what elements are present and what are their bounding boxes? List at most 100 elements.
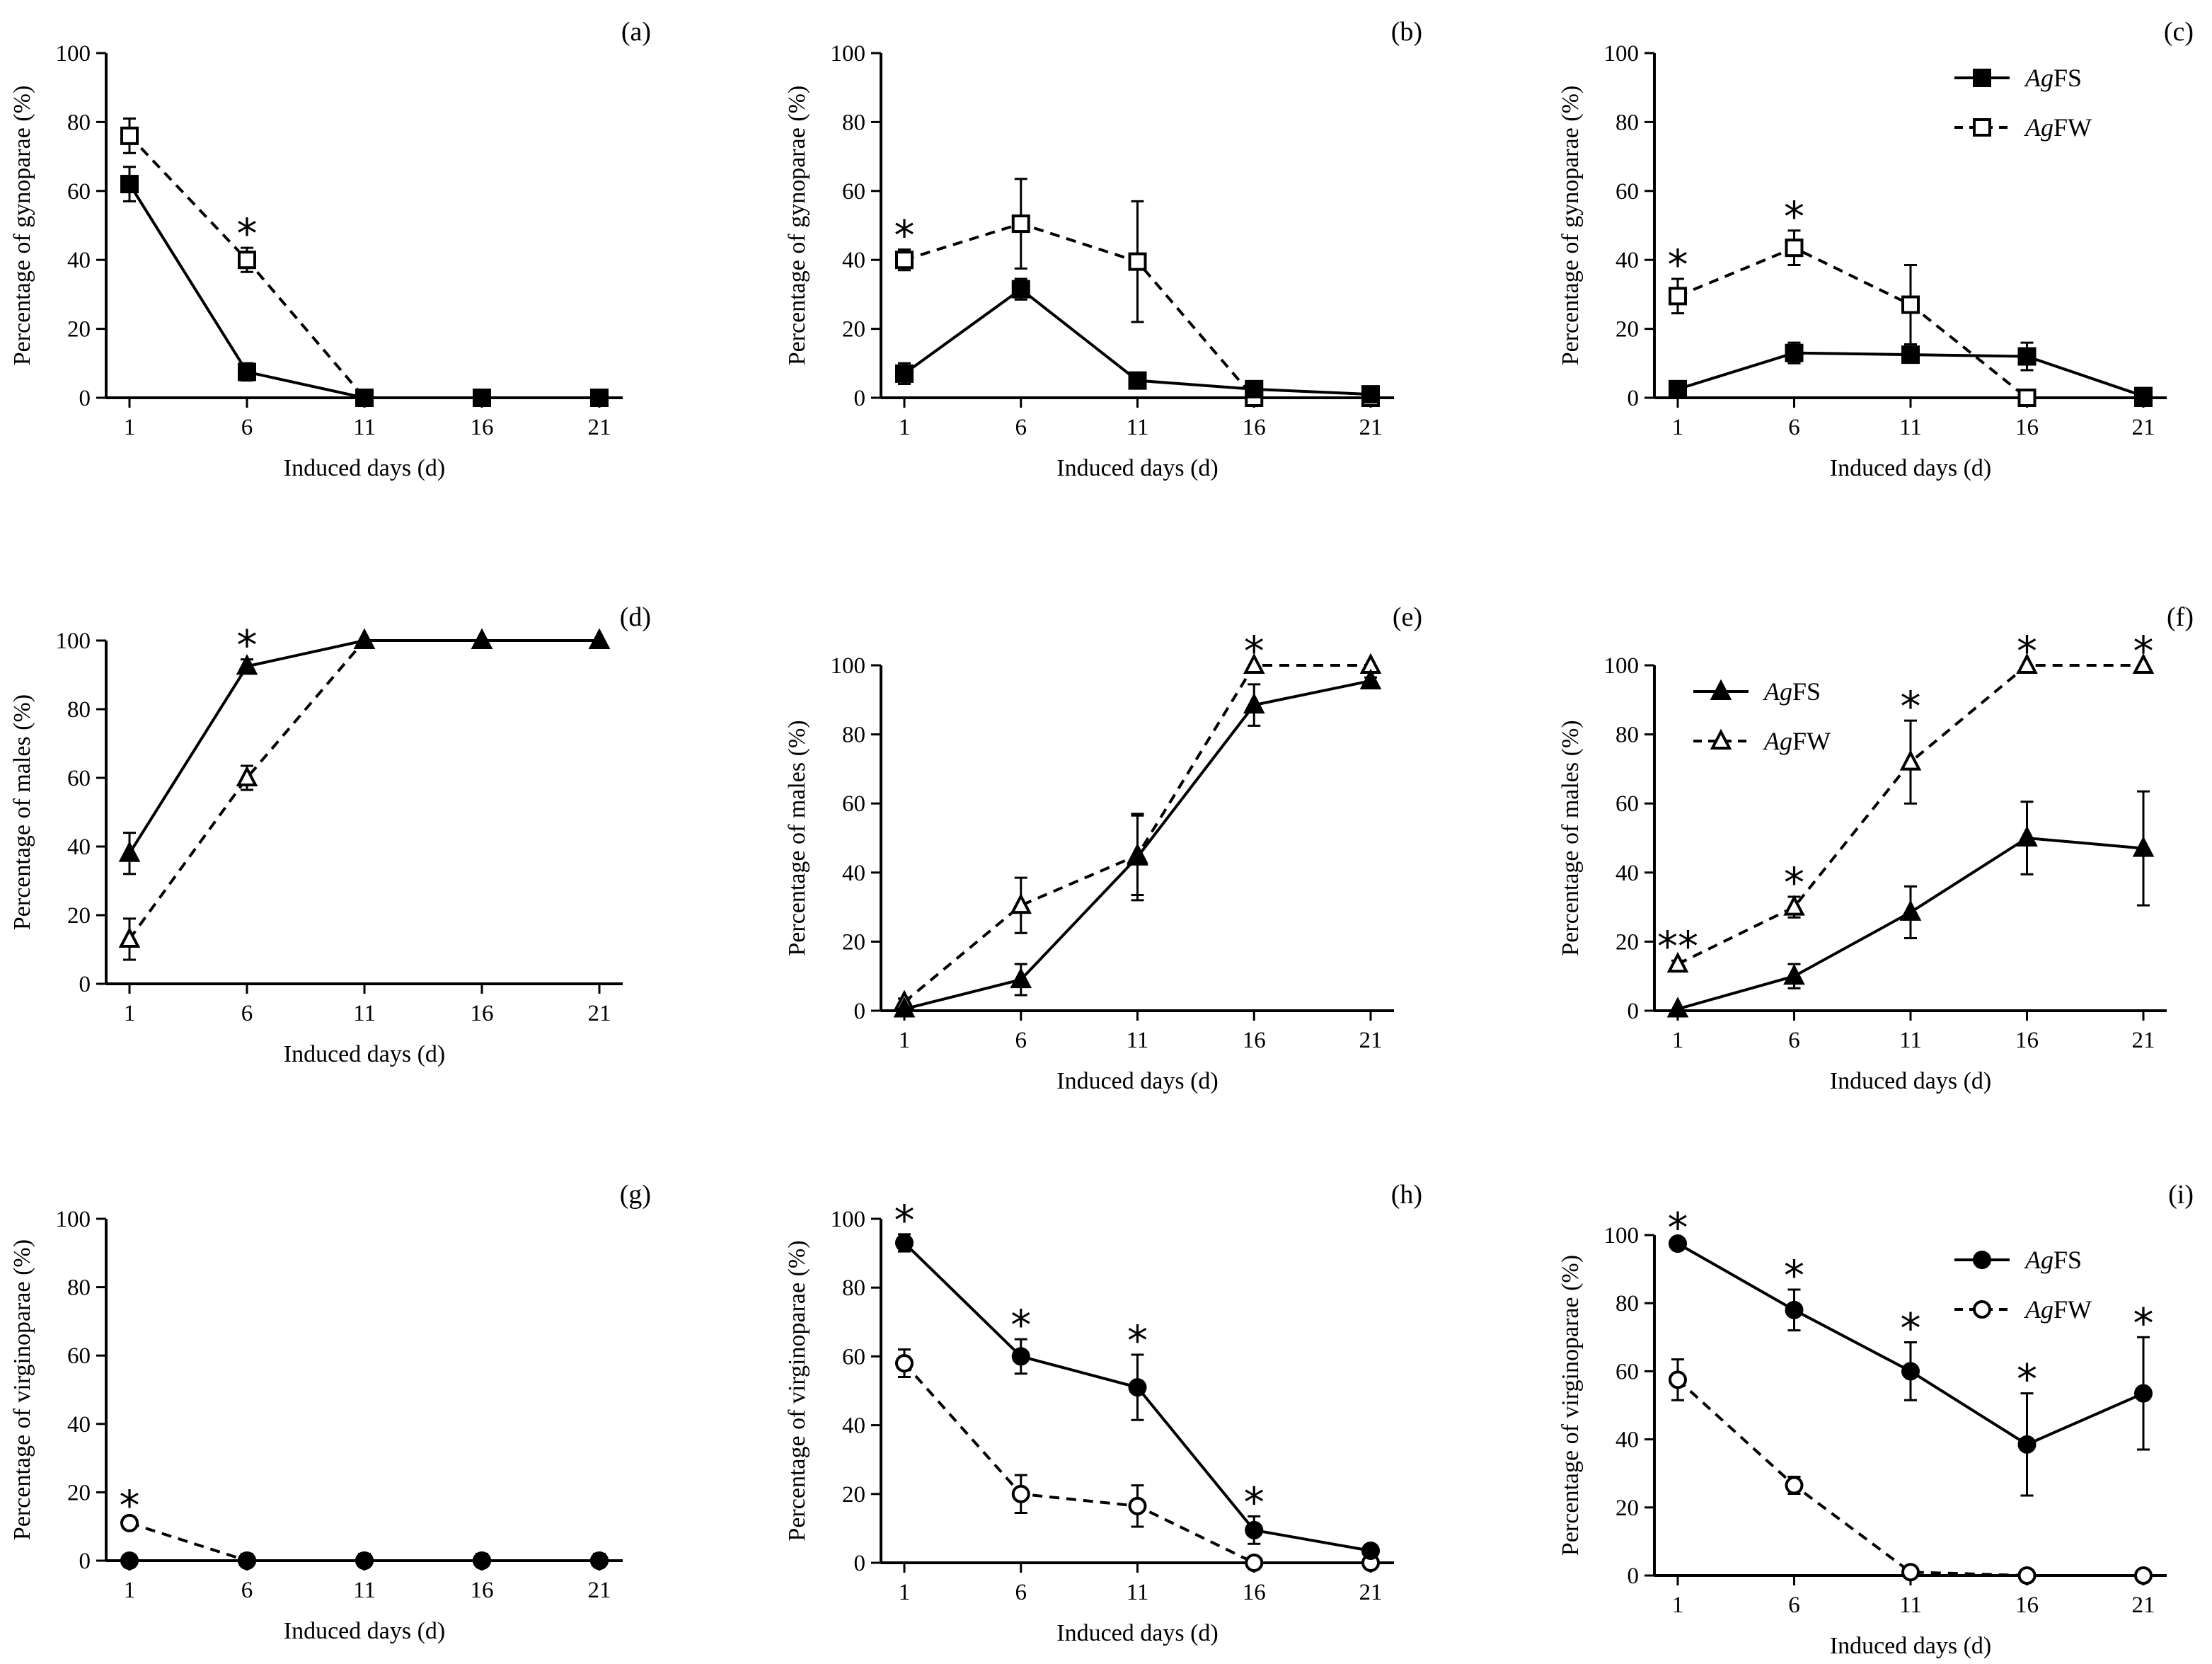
significance-marker: ** bbox=[1657, 922, 1698, 970]
y-tick-label: 20 bbox=[67, 903, 91, 929]
data-point-AgFW bbox=[1128, 1496, 1147, 1515]
y-tick-label: 20 bbox=[842, 317, 865, 343]
data-point-AgFS bbox=[1011, 1347, 1030, 1366]
x-tick-label: 11 bbox=[1899, 1028, 1922, 1053]
data-point-AgFW bbox=[2134, 1566, 2153, 1585]
data-point-AgFS bbox=[1127, 844, 1148, 866]
y-tick-label: 0 bbox=[79, 386, 91, 411]
y-tick-label: 80 bbox=[1615, 1291, 1639, 1316]
y-axis-title: Percentage of males (%) bbox=[784, 720, 810, 956]
y-axis-title: Percentage of males (%) bbox=[9, 694, 35, 930]
data-point-AgFW bbox=[238, 251, 256, 270]
y-tick-label: 60 bbox=[842, 791, 865, 817]
series-line-AgFW bbox=[1676, 1378, 2143, 1577]
y-tick-label: 60 bbox=[67, 766, 91, 791]
data-point-AgFS bbox=[1899, 900, 1922, 921]
significance-marker: * bbox=[1127, 1316, 1148, 1365]
significance-marker: * bbox=[894, 212, 915, 260]
x-tick-label: 6 bbox=[1015, 1580, 1027, 1605]
data-point-AgFS bbox=[1245, 379, 1264, 398]
significance-marker: * bbox=[237, 210, 258, 258]
data-point-AgFS bbox=[2132, 836, 2155, 857]
x-axis-title: Induced days (d) bbox=[1056, 1620, 1218, 1646]
data-point-AgFS bbox=[118, 841, 141, 862]
data-point-AgFS bbox=[238, 1551, 256, 1570]
y-tick-label: 80 bbox=[842, 723, 865, 748]
significance-marker: * bbox=[1668, 1204, 1688, 1252]
legend-label-AgFS: AgFS bbox=[2024, 64, 2082, 92]
legend-marker bbox=[1710, 728, 1732, 750]
data-point-AgFW bbox=[118, 926, 141, 948]
panel-label: (e) bbox=[1393, 602, 1422, 632]
data-point-AgFS bbox=[1785, 343, 1804, 362]
y-tick-label: 20 bbox=[1615, 317, 1639, 343]
significance-marker: * bbox=[1244, 627, 1265, 675]
data-point-AgFW bbox=[1669, 1370, 1687, 1389]
data-point-AgFW bbox=[1011, 1484, 1030, 1503]
y-tick-label: 60 bbox=[1615, 1359, 1639, 1384]
legend-marker bbox=[1973, 69, 1991, 87]
y-tick-label: 100 bbox=[831, 1207, 866, 1232]
significance-marker: * bbox=[1784, 193, 1804, 241]
y-axis-title: Percentage of gynoparae (%) bbox=[784, 86, 810, 366]
x-axis-title: Induced days (d) bbox=[1830, 1633, 1991, 1659]
series-AgFW bbox=[1669, 229, 2153, 407]
x-tick-label: 1 bbox=[1672, 1593, 1684, 1618]
data-point-AgFS bbox=[2134, 1384, 2153, 1403]
y-tick-label: 80 bbox=[842, 110, 865, 135]
significance-marker: * bbox=[894, 1196, 915, 1244]
y-tick-label: 0 bbox=[79, 972, 91, 997]
significance-marker: * bbox=[2133, 1299, 2154, 1347]
x-tick-label: 1 bbox=[1672, 1028, 1684, 1053]
data-point-AgFS bbox=[1010, 967, 1032, 989]
x-tick-label: 21 bbox=[1359, 1028, 1383, 1053]
panel-label: (g) bbox=[620, 1180, 651, 1210]
series-AgFS bbox=[1669, 341, 2153, 406]
data-point-AgFW bbox=[120, 126, 139, 145]
x-tick-label: 1 bbox=[124, 415, 136, 440]
series-AgFW bbox=[895, 178, 1380, 407]
significance-marker: * bbox=[2017, 627, 2037, 675]
x-tick-label: 21 bbox=[1359, 415, 1383, 440]
y-tick-label: 40 bbox=[842, 248, 865, 273]
x-axis-title: Induced days (d) bbox=[1830, 1068, 1991, 1094]
x-tick-label: 21 bbox=[1359, 1580, 1383, 1605]
y-tick-label: 0 bbox=[854, 386, 866, 411]
series-AgFW bbox=[120, 117, 609, 407]
data-point-AgFS bbox=[1783, 963, 1805, 985]
legend-label-AgFS: AgFS bbox=[1763, 677, 1821, 706]
legend-marker bbox=[1973, 118, 1991, 137]
legend-label-AgFW: AgFW bbox=[2024, 113, 2092, 142]
y-tick-label: 60 bbox=[67, 1343, 91, 1369]
x-tick-label: 16 bbox=[1243, 1028, 1266, 1053]
panel-label: (b) bbox=[1391, 17, 1422, 47]
y-tick-label: 100 bbox=[1604, 41, 1640, 67]
legend-marker bbox=[1973, 1300, 1991, 1319]
x-tick-label: 21 bbox=[588, 415, 611, 440]
x-tick-label: 21 bbox=[2132, 415, 2155, 440]
legend-marker bbox=[1710, 679, 1732, 700]
y-tick-label: 20 bbox=[842, 1482, 865, 1508]
data-point-AgFW bbox=[1243, 653, 1265, 674]
x-axis-title: Induced days (d) bbox=[1830, 455, 1991, 481]
data-point-AgFS bbox=[355, 389, 374, 407]
y-tick-label: 60 bbox=[1615, 791, 1639, 817]
legend-label-AgFS: AgFS bbox=[2024, 1246, 2082, 1274]
data-point-AgFW bbox=[895, 251, 914, 270]
x-axis-title: Induced days (d) bbox=[284, 1041, 445, 1067]
series-line-AgFS bbox=[128, 183, 599, 399]
y-axis-title: Percentage of virginoparae (%) bbox=[9, 1239, 35, 1540]
data-point-AgFW bbox=[2017, 389, 2037, 407]
data-point-AgFW bbox=[2132, 653, 2155, 674]
series-AgFS bbox=[895, 1233, 1380, 1560]
data-point-AgFS bbox=[895, 1234, 914, 1253]
legend: AgFS AgFW bbox=[1954, 1246, 2092, 1324]
x-tick-label: 6 bbox=[241, 415, 253, 440]
x-tick-label: 21 bbox=[2132, 1028, 2155, 1053]
significance-marker: * bbox=[1784, 1251, 1804, 1299]
series-line-AgFS bbox=[128, 639, 599, 854]
panel-label: (i) bbox=[2168, 1180, 2194, 1210]
data-point-AgFS bbox=[1361, 385, 1380, 404]
